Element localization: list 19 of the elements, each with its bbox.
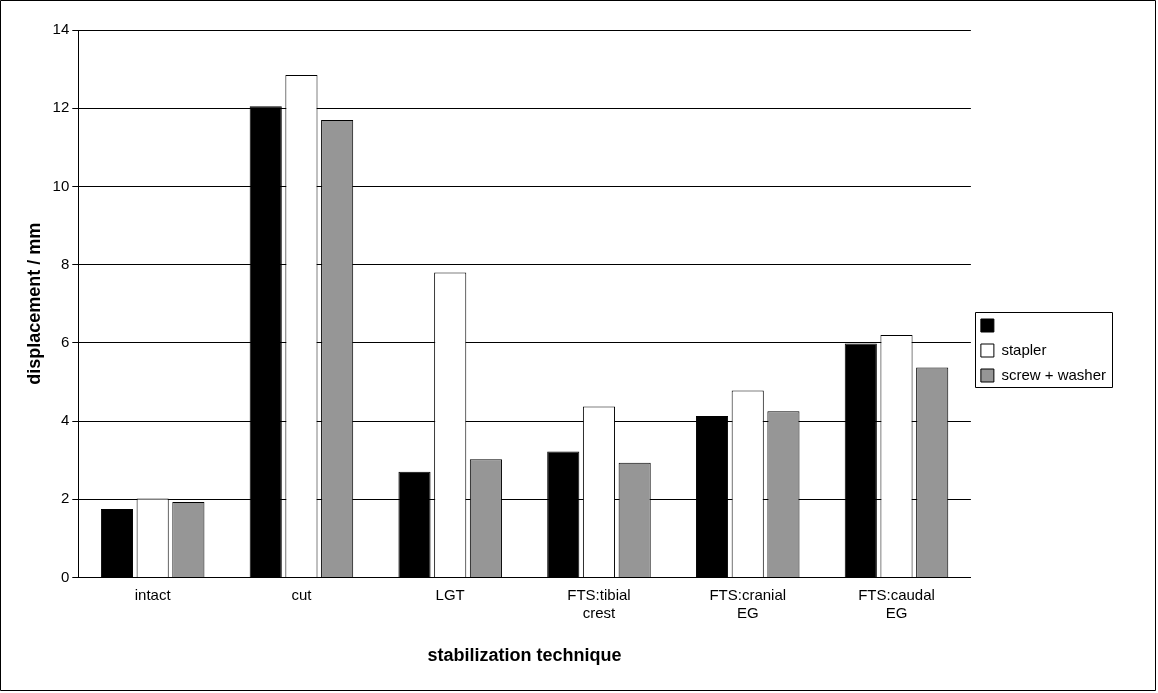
legend-label: screw + washer xyxy=(1001,365,1107,383)
y-tick-label: 4 xyxy=(60,411,70,429)
x-tick-label: LGT xyxy=(435,585,465,603)
y-tick-label: 14 xyxy=(52,20,70,38)
x-tick-label: FTS:caudal EG xyxy=(858,585,935,621)
y-tick-label: 6 xyxy=(60,332,70,350)
y-tick-label: 10 xyxy=(52,176,70,194)
y-tick-label: 8 xyxy=(60,254,70,272)
x-tick-label: FTS:cranial EG xyxy=(709,585,787,621)
y-tick-label: 2 xyxy=(60,489,70,507)
y-tick-label: 12 xyxy=(52,98,70,116)
x-tick-label: FTS:tibial crest xyxy=(567,585,631,621)
y-tick-label: 0 xyxy=(60,567,70,585)
text: stapler xyxy=(1001,340,1047,358)
bar xyxy=(100,508,134,577)
x-tick-label: cut xyxy=(291,585,313,603)
x-axis-title: stabilization technique xyxy=(427,645,622,666)
x-tick-label: intact xyxy=(134,585,172,603)
y-axis-title: displacement / mm xyxy=(23,222,44,385)
